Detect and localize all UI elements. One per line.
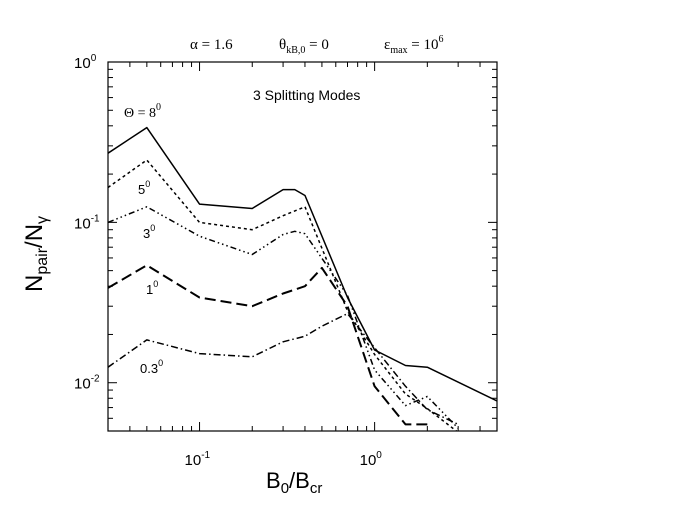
x-axis-label: B0/Bcr (266, 468, 322, 497)
x-tick-label: 10-1 (185, 450, 211, 469)
y-tick-label: 10-2 (74, 374, 100, 393)
plot-frame (107, 61, 498, 432)
axis-tick-labels: 10-1 100 100 10-1 10-2 (74, 53, 382, 469)
series-line-1 (108, 264, 428, 426)
series-label-5: 50 (138, 179, 150, 197)
chart-title: α = 1.6 θkB,0 = 0 εmax = 106 (190, 34, 444, 56)
x-tick-label: 100 (360, 450, 383, 469)
series-label-3: 30 (143, 223, 155, 241)
y-tick-label: 10-1 (74, 213, 100, 232)
series-line-3 (108, 206, 459, 429)
annotation-splitting-modes: 3 Splitting Modes (253, 87, 360, 103)
series-label-8: Θ = 80 (124, 102, 161, 121)
title-alpha: α = 1.6 (190, 37, 233, 53)
series-lines (108, 126, 497, 431)
y-tick-label: 100 (74, 53, 97, 72)
title-epsilon: εmax = 106 (384, 34, 444, 56)
title-theta: θkB,0 = 0 (279, 37, 329, 56)
series-label-0-3: 0.30 (140, 358, 163, 376)
series-label-1: 10 (146, 279, 158, 297)
axis-ticks (107, 61, 498, 432)
series-line-8 (108, 126, 497, 402)
series-line-5 (108, 159, 458, 431)
y-axis-label: Npair/Nγ (21, 216, 51, 292)
series-line-0-3 (108, 312, 459, 426)
